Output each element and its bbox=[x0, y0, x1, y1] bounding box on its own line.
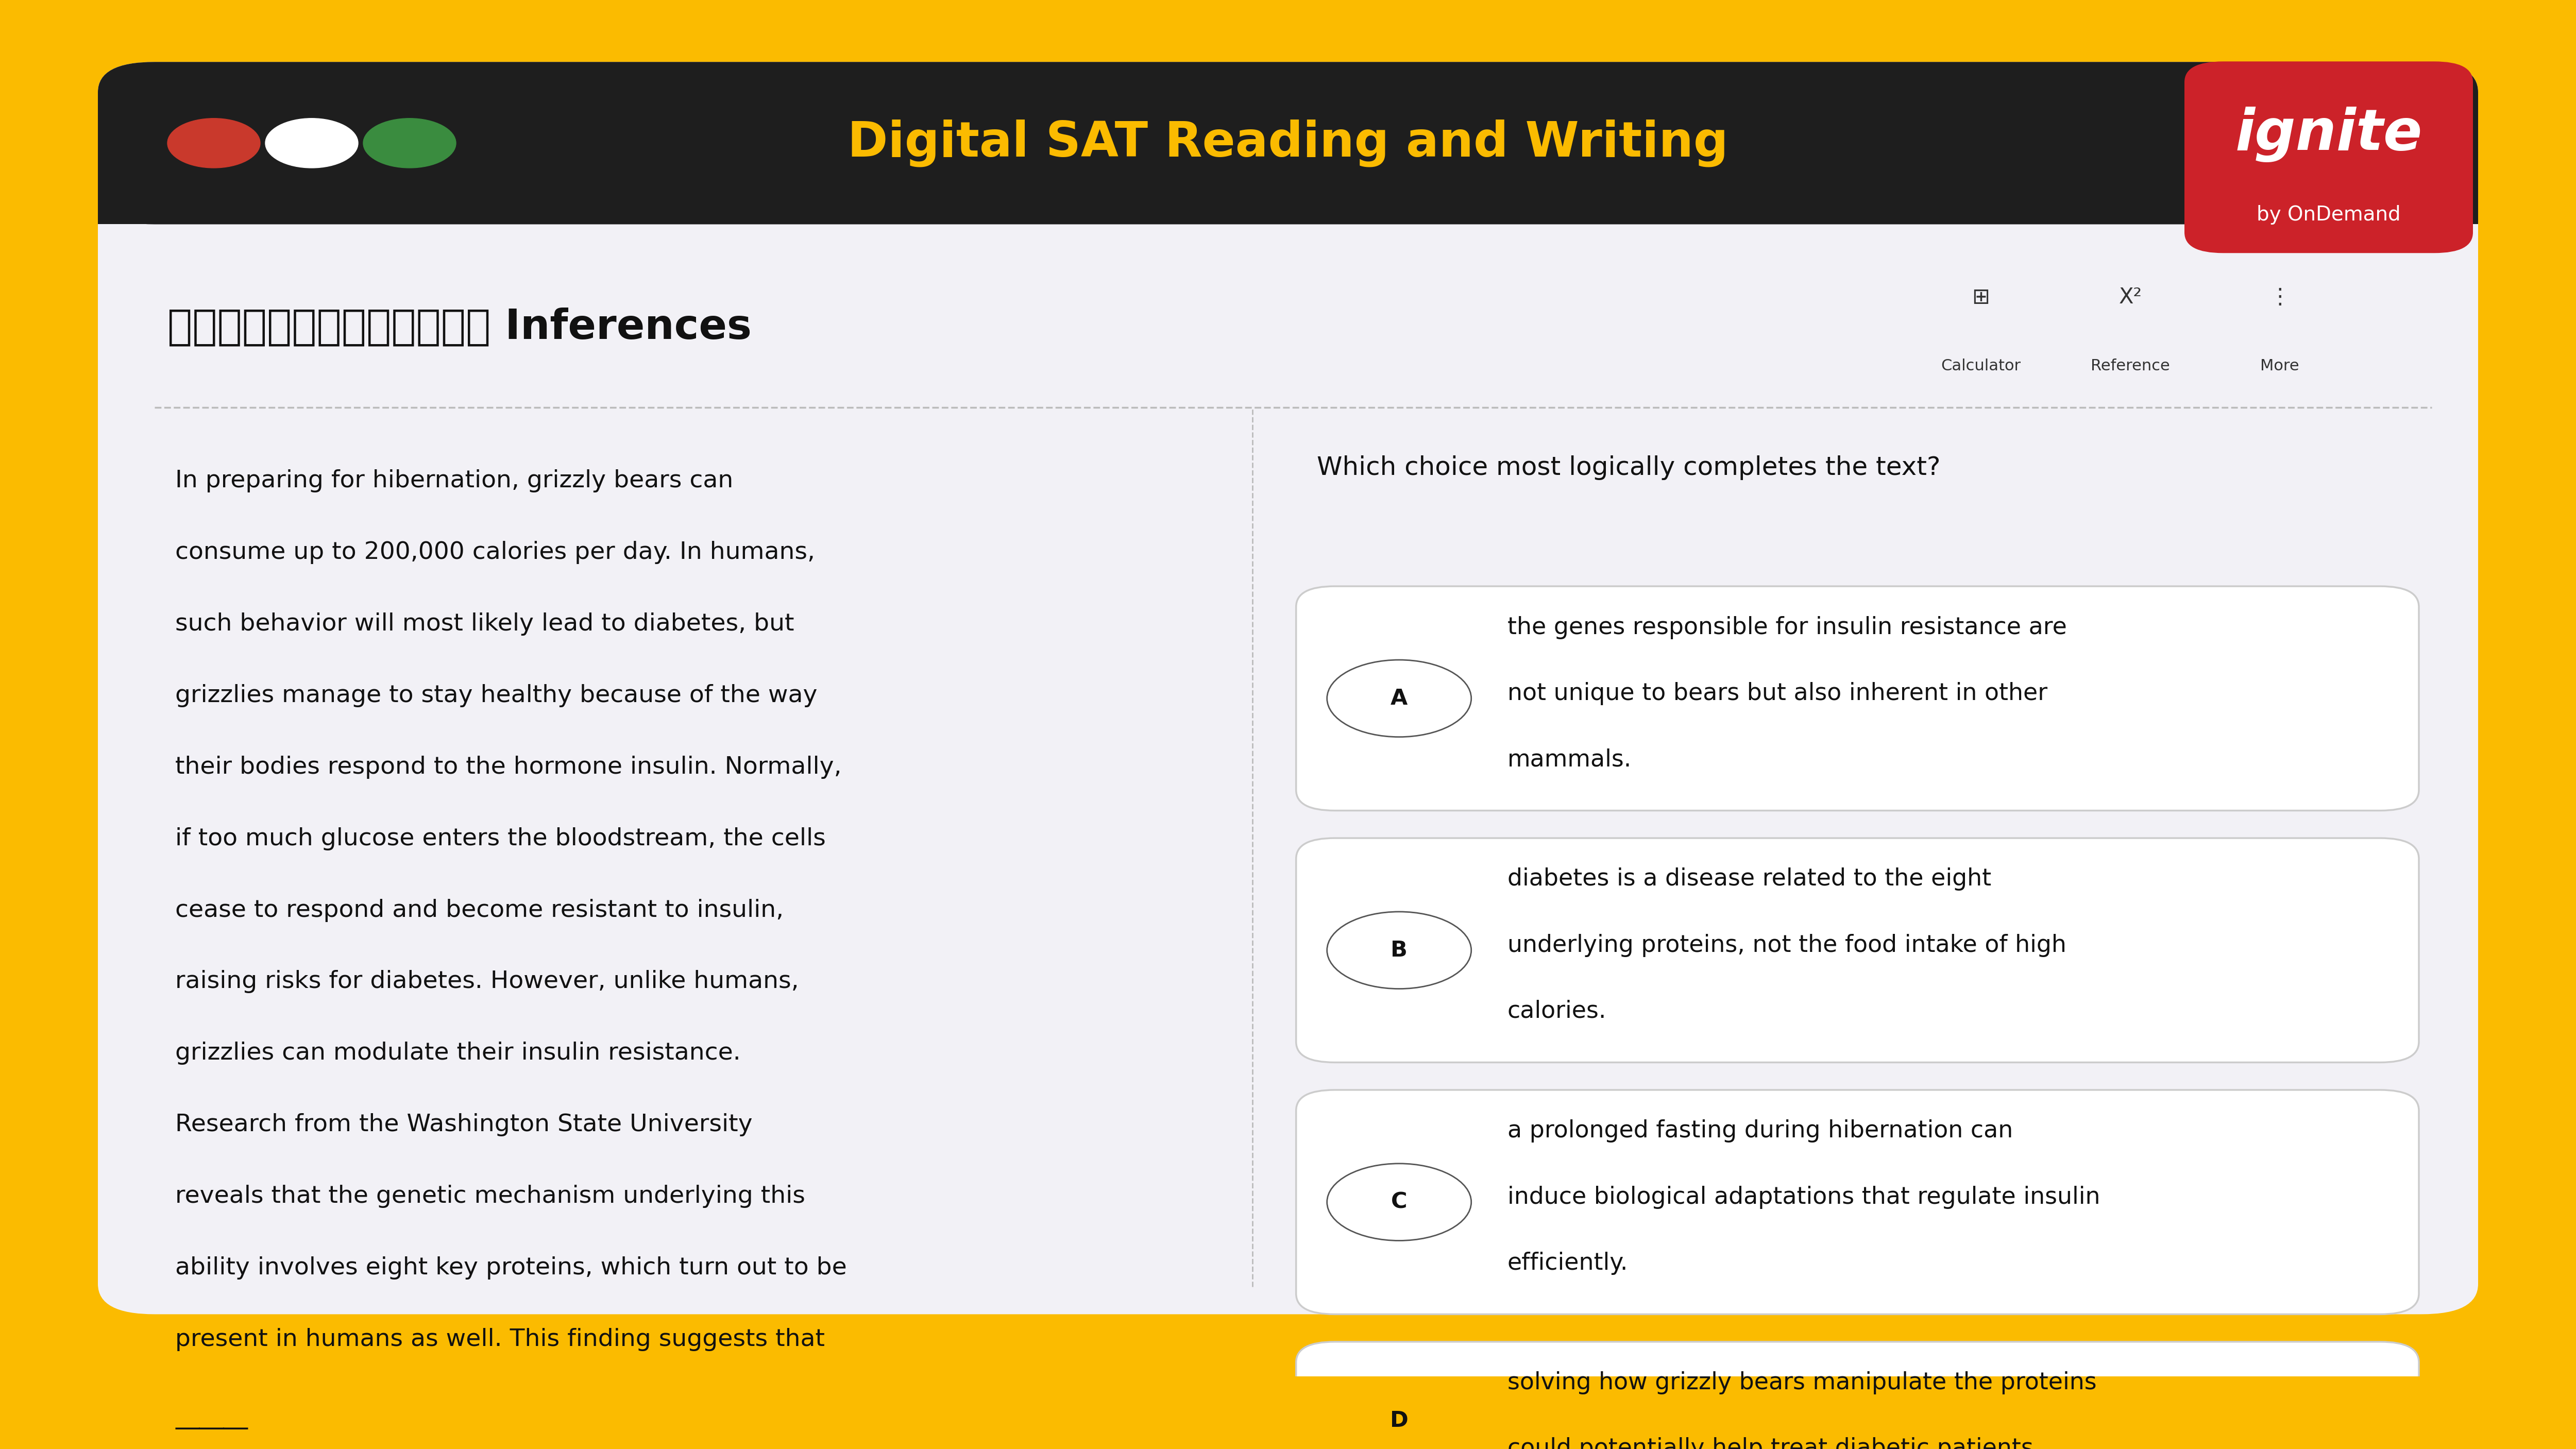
Text: diabetes is a disease related to the eight: diabetes is a disease related to the eig… bbox=[1507, 868, 1991, 891]
Text: In preparing for hibernation, grizzly bears can: In preparing for hibernation, grizzly be… bbox=[175, 469, 734, 493]
Text: D: D bbox=[1391, 1410, 1409, 1432]
Text: a prolonged fasting during hibernation can: a prolonged fasting during hibernation c… bbox=[1507, 1120, 2012, 1143]
Text: C: C bbox=[1391, 1191, 1406, 1213]
Text: efficiently.: efficiently. bbox=[1507, 1252, 1628, 1275]
Text: such behavior will most likely lead to diabetes, but: such behavior will most likely lead to d… bbox=[175, 613, 793, 636]
Text: if too much glucose enters the bloodstream, the cells: if too much glucose enters the bloodstre… bbox=[175, 827, 827, 851]
Text: cease to respond and become resistant to insulin,: cease to respond and become resistant to… bbox=[175, 898, 783, 922]
Text: reveals that the genetic mechanism underlying this: reveals that the genetic mechanism under… bbox=[175, 1185, 806, 1208]
Text: ⋮: ⋮ bbox=[2269, 287, 2290, 309]
Text: consume up to 200,000 calories per day. In humans,: consume up to 200,000 calories per day. … bbox=[175, 540, 814, 564]
Bar bbox=[98, 151, 2478, 225]
Text: induce biological adaptations that regulate insulin: induce biological adaptations that regul… bbox=[1507, 1185, 2099, 1208]
Circle shape bbox=[1327, 1164, 1471, 1240]
Text: ตัวอย่างโจทย์ Inferences: ตัวอย่างโจทย์ Inferences bbox=[167, 307, 752, 348]
Text: X²: X² bbox=[2117, 287, 2143, 309]
FancyBboxPatch shape bbox=[98, 62, 2478, 225]
Text: mammals.: mammals. bbox=[1507, 748, 1631, 771]
Text: ability involves eight key proteins, which turn out to be: ability involves eight key proteins, whi… bbox=[175, 1256, 848, 1279]
Text: not unique to bears but also inherent in other: not unique to bears but also inherent in… bbox=[1507, 682, 2048, 706]
FancyBboxPatch shape bbox=[1296, 587, 2419, 810]
Text: Digital SAT Reading and Writing: Digital SAT Reading and Writing bbox=[848, 119, 1728, 167]
Text: ignite: ignite bbox=[2236, 106, 2421, 162]
Text: solving how grizzly bears manipulate the proteins: solving how grizzly bears manipulate the… bbox=[1507, 1371, 2097, 1394]
Text: present in humans as well. This finding suggests that: present in humans as well. This finding … bbox=[175, 1327, 824, 1350]
Circle shape bbox=[1327, 911, 1471, 988]
Text: A: A bbox=[1391, 688, 1406, 709]
Text: ______: ______ bbox=[175, 1407, 247, 1430]
Circle shape bbox=[1327, 659, 1471, 738]
Text: calories.: calories. bbox=[1507, 1000, 1607, 1023]
Text: the genes responsible for insulin resistance are: the genes responsible for insulin resist… bbox=[1507, 616, 2066, 639]
Circle shape bbox=[265, 119, 358, 168]
Text: More: More bbox=[2259, 358, 2300, 374]
Text: Reference: Reference bbox=[2092, 358, 2169, 374]
Text: by OnDemand: by OnDemand bbox=[2257, 204, 2401, 225]
Text: B: B bbox=[1391, 939, 1406, 961]
Text: grizzlies can modulate their insulin resistance.: grizzlies can modulate their insulin res… bbox=[175, 1042, 742, 1065]
FancyBboxPatch shape bbox=[1296, 1090, 2419, 1314]
FancyBboxPatch shape bbox=[98, 62, 2478, 1314]
Text: grizzlies manage to stay healthy because of the way: grizzlies manage to stay healthy because… bbox=[175, 684, 817, 707]
Circle shape bbox=[363, 119, 456, 168]
Circle shape bbox=[1327, 1382, 1471, 1449]
Text: Calculator: Calculator bbox=[1940, 358, 2022, 374]
FancyBboxPatch shape bbox=[2184, 61, 2473, 254]
FancyBboxPatch shape bbox=[1296, 1342, 2419, 1449]
Text: underlying proteins, not the food intake of high: underlying proteins, not the food intake… bbox=[1507, 933, 2066, 956]
Text: Research from the Washington State University: Research from the Washington State Unive… bbox=[175, 1113, 752, 1136]
FancyBboxPatch shape bbox=[1296, 838, 2419, 1062]
Text: ⊞: ⊞ bbox=[1973, 287, 1989, 309]
Text: could potentially help treat diabetic patients.: could potentially help treat diabetic pa… bbox=[1507, 1437, 2040, 1449]
Circle shape bbox=[167, 119, 260, 168]
Text: their bodies respond to the hormone insulin. Normally,: their bodies respond to the hormone insu… bbox=[175, 755, 842, 778]
Text: raising risks for diabetes. However, unlike humans,: raising risks for diabetes. However, unl… bbox=[175, 971, 799, 994]
Text: Which choice most logically completes the text?: Which choice most logically completes th… bbox=[1316, 455, 1940, 480]
